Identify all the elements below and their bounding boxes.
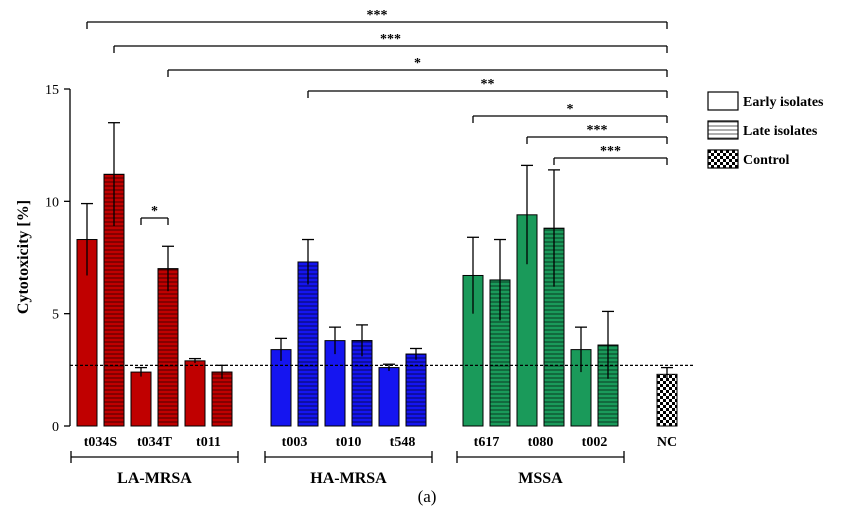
- legend-label: Late isolates: [743, 124, 818, 139]
- group-labels: LA-MRSA HA-MRSA MSSA: [70, 451, 625, 487]
- bar-t617-late: [489, 238, 511, 427]
- x-tick-label: t034S: [84, 435, 118, 450]
- legend-swatch: [707, 120, 739, 140]
- x-tick-label: t034T: [137, 435, 173, 450]
- group-label: HA-MRSA: [310, 470, 387, 487]
- bar-t034S-late: [103, 122, 125, 427]
- bar-t034T-late: [157, 245, 179, 427]
- bar-t034S-early: [76, 202, 98, 427]
- y-tick-label: 5: [52, 308, 59, 323]
- significance-label: *: [567, 102, 574, 117]
- significance-bracket: **: [307, 77, 668, 98]
- significance-label: ***: [600, 144, 621, 159]
- bar-t010-early: [324, 326, 346, 427]
- bar-rect: [270, 349, 292, 427]
- group-la-mrsa: LA-MRSA: [70, 451, 239, 487]
- significance-label: ***: [380, 32, 401, 47]
- x-tick-label: t080: [528, 435, 554, 450]
- bar-t548-late: [405, 347, 427, 427]
- significance-bracket: ***: [553, 144, 668, 165]
- group-ha-mrsa: HA-MRSA: [264, 451, 433, 487]
- bar-stripes: [157, 268, 179, 427]
- x-tick-label: t010: [336, 435, 362, 450]
- x-tick-label: t548: [390, 435, 416, 450]
- bar-rect: [130, 371, 152, 427]
- bar-NC-control: [656, 366, 678, 427]
- significance-bracket: *: [472, 102, 668, 123]
- x-tick-label: t011: [196, 435, 221, 450]
- bar-t548-early: [378, 363, 400, 427]
- bar-t034T-early: [130, 366, 152, 427]
- axes: 0 5 10 15: [45, 83, 71, 435]
- legend: Early isolates Late isolates Control: [707, 91, 824, 169]
- significance-label: ***: [367, 8, 388, 23]
- significance-bracket: ***: [86, 8, 668, 29]
- legend-swatch: [707, 91, 739, 111]
- bar-t003-early: [270, 337, 292, 427]
- figure-subtitle: (a): [418, 487, 437, 506]
- group-label: LA-MRSA: [117, 470, 192, 487]
- bar-t011-early: [184, 357, 206, 427]
- significance-label: *: [151, 204, 158, 219]
- legend-item-striped: Late isolates: [707, 120, 818, 140]
- significance-label: **: [481, 77, 495, 92]
- bar-t003-late: [297, 238, 319, 427]
- legend-item-checkered: Control: [707, 149, 790, 169]
- bar-t002-early: [570, 326, 592, 427]
- bars: [76, 122, 678, 427]
- bar-t011-late: [211, 364, 233, 427]
- x-tick-labels: t034S t034T t011 t003 t010 t548 t617 t080 t002 NC: [84, 435, 677, 450]
- bar-rect: [656, 373, 678, 427]
- y-tick-label: 10: [45, 195, 59, 210]
- bar-t617-early: [462, 236, 484, 427]
- x-tick-label: NC: [657, 435, 677, 450]
- legend-label: Control: [743, 153, 790, 168]
- y-tick-label: 0: [52, 420, 59, 435]
- significance-bracket: *: [140, 204, 169, 225]
- y-tick-label: 15: [45, 83, 59, 98]
- significance-label: ***: [587, 123, 608, 138]
- bar-rect: [378, 367, 400, 427]
- bar-t080-late: [543, 169, 565, 427]
- legend-swatch: [707, 149, 739, 169]
- legend-item-solid: Early isolates: [707, 91, 824, 111]
- significance-bracket: ***: [526, 123, 668, 144]
- group-mssa: MSSA: [456, 451, 625, 487]
- significance-brackets: *****************: [86, 8, 668, 225]
- legend-label: Early isolates: [743, 95, 824, 110]
- significance-bracket: ***: [113, 32, 668, 53]
- y-axis-label: Cytotoxicity [%]: [15, 200, 32, 314]
- significance-bracket: *: [167, 56, 668, 77]
- bar-t010-late: [351, 324, 373, 427]
- group-label: MSSA: [518, 470, 563, 487]
- x-tick-label: t617: [474, 435, 500, 450]
- x-tick-label: t003: [282, 435, 308, 450]
- bar-t002-late: [597, 310, 619, 427]
- bar-t080-early: [516, 164, 538, 427]
- significance-label: *: [414, 56, 421, 71]
- bar-rect: [184, 360, 206, 427]
- bar-stripes: [211, 371, 233, 427]
- bar-stripes: [297, 261, 319, 427]
- x-tick-label: t002: [582, 435, 608, 450]
